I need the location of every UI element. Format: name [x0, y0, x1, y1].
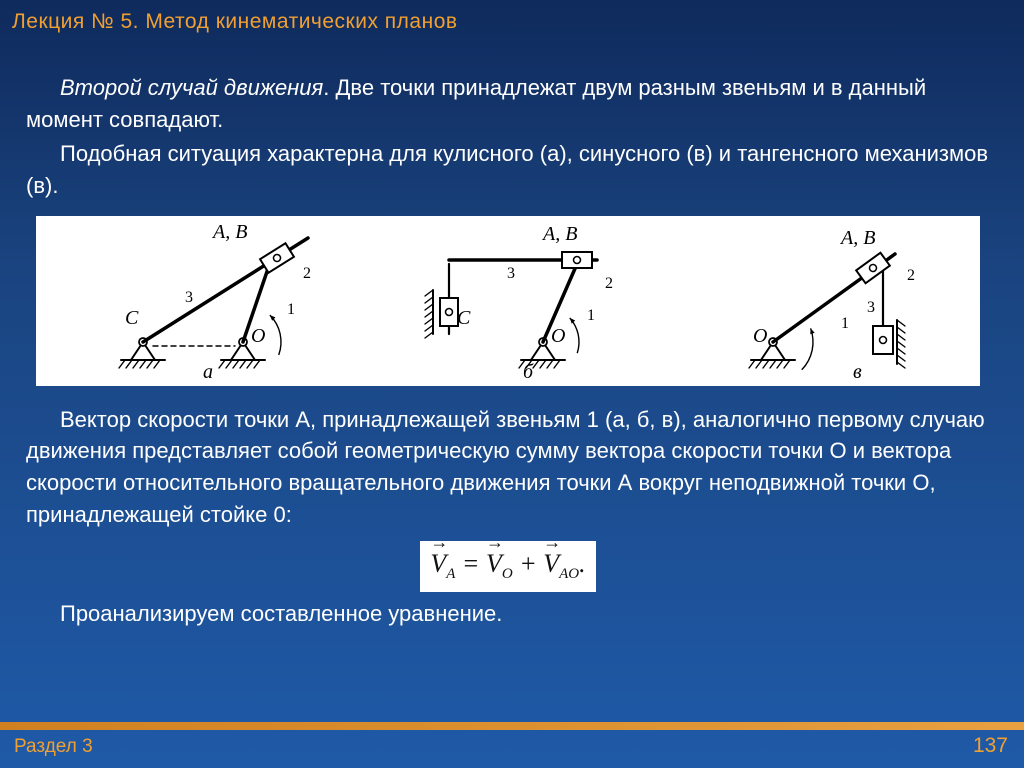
svg-text:2: 2 — [907, 267, 915, 284]
svg-text:O: O — [551, 325, 565, 347]
mechanism-figure: COA, B123аCOA, B123бOA, B123в — [36, 216, 980, 386]
eq-lhs-sub: A — [446, 566, 455, 582]
svg-text:A, B: A, B — [541, 223, 577, 245]
svg-text:1: 1 — [287, 301, 295, 318]
footer-section: Раздел 3 — [14, 736, 93, 758]
eq-t1-sub: O — [502, 566, 513, 582]
svg-text:A, B: A, B — [211, 221, 247, 243]
svg-text:C: C — [125, 307, 139, 329]
figure-svg: COA, B123аCOA, B123бOA, B123в — [36, 216, 980, 386]
eq-t1-sym: V — [486, 545, 502, 583]
paragraph-1: Второй случай движения. Две точки принад… — [26, 72, 990, 136]
eq-dot: . — [579, 549, 586, 578]
eq-lhs-sym: V — [430, 545, 446, 583]
paragraph-2: Подобная ситуация характерна для кулисно… — [26, 138, 990, 202]
svg-text:а: а — [203, 361, 213, 383]
svg-text:A, B: A, B — [839, 227, 875, 249]
paragraph-4: Проанализируем составленное уравнение. — [26, 598, 990, 630]
footer-accent-bar — [0, 722, 1024, 730]
svg-text:3: 3 — [185, 289, 193, 306]
svg-text:2: 2 — [303, 265, 311, 282]
svg-text:3: 3 — [867, 299, 875, 316]
svg-text:1: 1 — [587, 307, 595, 324]
footer-page-number: 137 — [973, 734, 1008, 758]
paragraph-3: Вектор скорости точки А, принадлежащей з… — [26, 404, 990, 532]
svg-text:O: O — [753, 325, 767, 347]
slide-body: Второй случай движения. Две точки принад… — [26, 72, 990, 632]
p1-lead: Второй случай движения — [60, 75, 323, 100]
equation-wrap: VA = VO + VAO. — [26, 535, 990, 592]
svg-text:C: C — [457, 307, 471, 329]
svg-text:2: 2 — [605, 275, 613, 292]
eq-eq: = — [462, 549, 480, 578]
eq-t2-sym: V — [543, 545, 559, 583]
lecture-title: Лекция № 5. Метод кинематических планов — [12, 10, 458, 34]
svg-text:3: 3 — [507, 265, 515, 282]
equation-box: VA = VO + VAO. — [420, 541, 595, 592]
svg-text:в: в — [853, 361, 862, 383]
eq-plus: + — [519, 549, 537, 578]
eq-t2-sub: AO — [559, 566, 579, 582]
svg-text:O: O — [251, 325, 265, 347]
svg-text:1: 1 — [841, 315, 849, 332]
svg-text:б: б — [523, 361, 534, 383]
